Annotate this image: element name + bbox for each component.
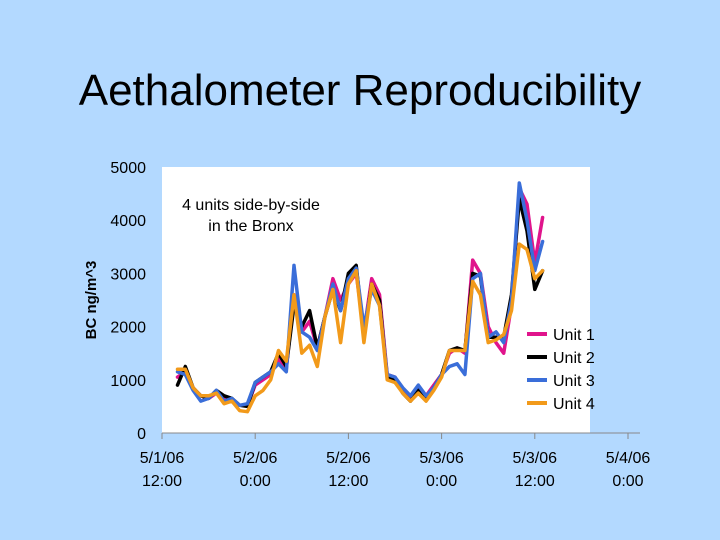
series-lines — [175, 181, 545, 414]
x-tick-label-date: 5/2/06 — [233, 450, 278, 467]
legend-label: Unit 4 — [553, 396, 595, 413]
x-tick-label-time: 0:00 — [612, 473, 643, 490]
x-tick-label-date: 5/1/06 — [140, 450, 185, 467]
y-tick-label: 5000 — [110, 160, 146, 177]
annotation-line-1: 4 units side-by-side — [182, 197, 320, 214]
y-axis-ticks: 0 1000 2000 3000 4000 5000 — [110, 160, 146, 443]
x-tick-label-time: 12:00 — [142, 473, 182, 490]
x-tick-label-date: 5/4/06 — [606, 450, 651, 467]
y-tick-label: 0 — [137, 426, 146, 443]
slide-title: Aethalometer Reproducibility — [78, 66, 642, 115]
y-tick-label: 4000 — [110, 213, 146, 230]
y-tick-label: 3000 — [110, 266, 146, 283]
series-line-unit-4 — [175, 242, 545, 414]
x-tick-label-date: 5/3/06 — [513, 450, 558, 467]
legend-label: Unit 1 — [553, 327, 595, 344]
x-tick-label-time: 12:00 — [515, 473, 555, 490]
x-axis-ticks: 5/1/06 12:00 5/2/06 0:00 5/2/06 12:00 5/3/06 0:… — [140, 433, 651, 490]
legend-label: Unit 2 — [553, 350, 595, 367]
y-axis-label: BC ng/m^3 — [83, 261, 100, 340]
x-tick-label-time: 0:00 — [426, 473, 457, 490]
x-tick-label-date: 5/3/06 — [419, 450, 464, 467]
x-tick-label-time: 12:00 — [328, 473, 368, 490]
x-tick-label-date: 5/2/06 — [326, 450, 371, 467]
legend-label: Unit 3 — [553, 373, 595, 390]
legend: Unit 1 Unit 2 Unit 3 Unit 4 — [527, 327, 595, 413]
annotation-line-2: in the Bronx — [208, 218, 293, 235]
y-tick-label: 2000 — [110, 320, 146, 337]
y-tick-label: 1000 — [110, 373, 146, 390]
x-tick-label-time: 0:00 — [240, 473, 271, 490]
